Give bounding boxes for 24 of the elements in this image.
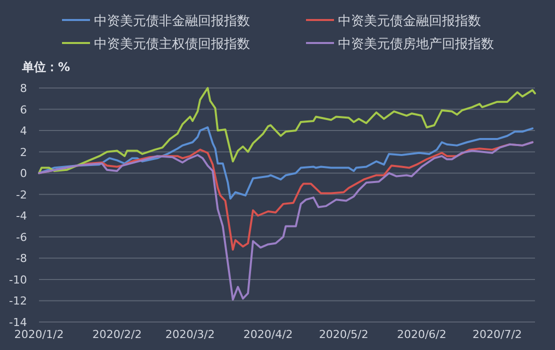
y-tick-label: -4	[16, 210, 27, 223]
y-tick-label: 6	[20, 103, 27, 116]
x-tick-label: 2020/1/2	[14, 328, 64, 341]
legend-label: 中资美元债房地产回报指数	[338, 36, 494, 52]
x-tick-label: 2020/3/2	[165, 328, 215, 341]
y-tick-label: -2	[16, 188, 27, 202]
legend-label: 中资美元债主权债回报指数	[94, 36, 250, 52]
y-tick-label: -8	[16, 252, 27, 266]
y-tick-label: 4	[20, 124, 27, 138]
legend-label: 中资美元债金融回报指数	[338, 13, 481, 29]
legend-label: 中资美元债非金融回报指数	[94, 13, 250, 29]
y-tick-label: -10	[9, 273, 27, 286]
y-tick-label: -14	[9, 316, 27, 329]
x-tick-label: 2020/5/2	[318, 328, 368, 341]
y-tick-label: -6	[16, 230, 27, 244]
y-tick-label: 2	[20, 146, 27, 159]
y-tick-label: 0	[20, 167, 27, 180]
x-tick-label: 2020/2/2	[92, 328, 142, 341]
x-tick-label: 2020/7/2	[472, 328, 522, 341]
y-tick-label: -12	[9, 294, 27, 308]
x-tick-label: 2020/4/2	[243, 328, 293, 341]
y-tick-label: 8	[20, 82, 27, 95]
x-tick-label: 2020/6/2	[396, 328, 446, 341]
y-axis-title: 单位：%	[21, 60, 70, 74]
